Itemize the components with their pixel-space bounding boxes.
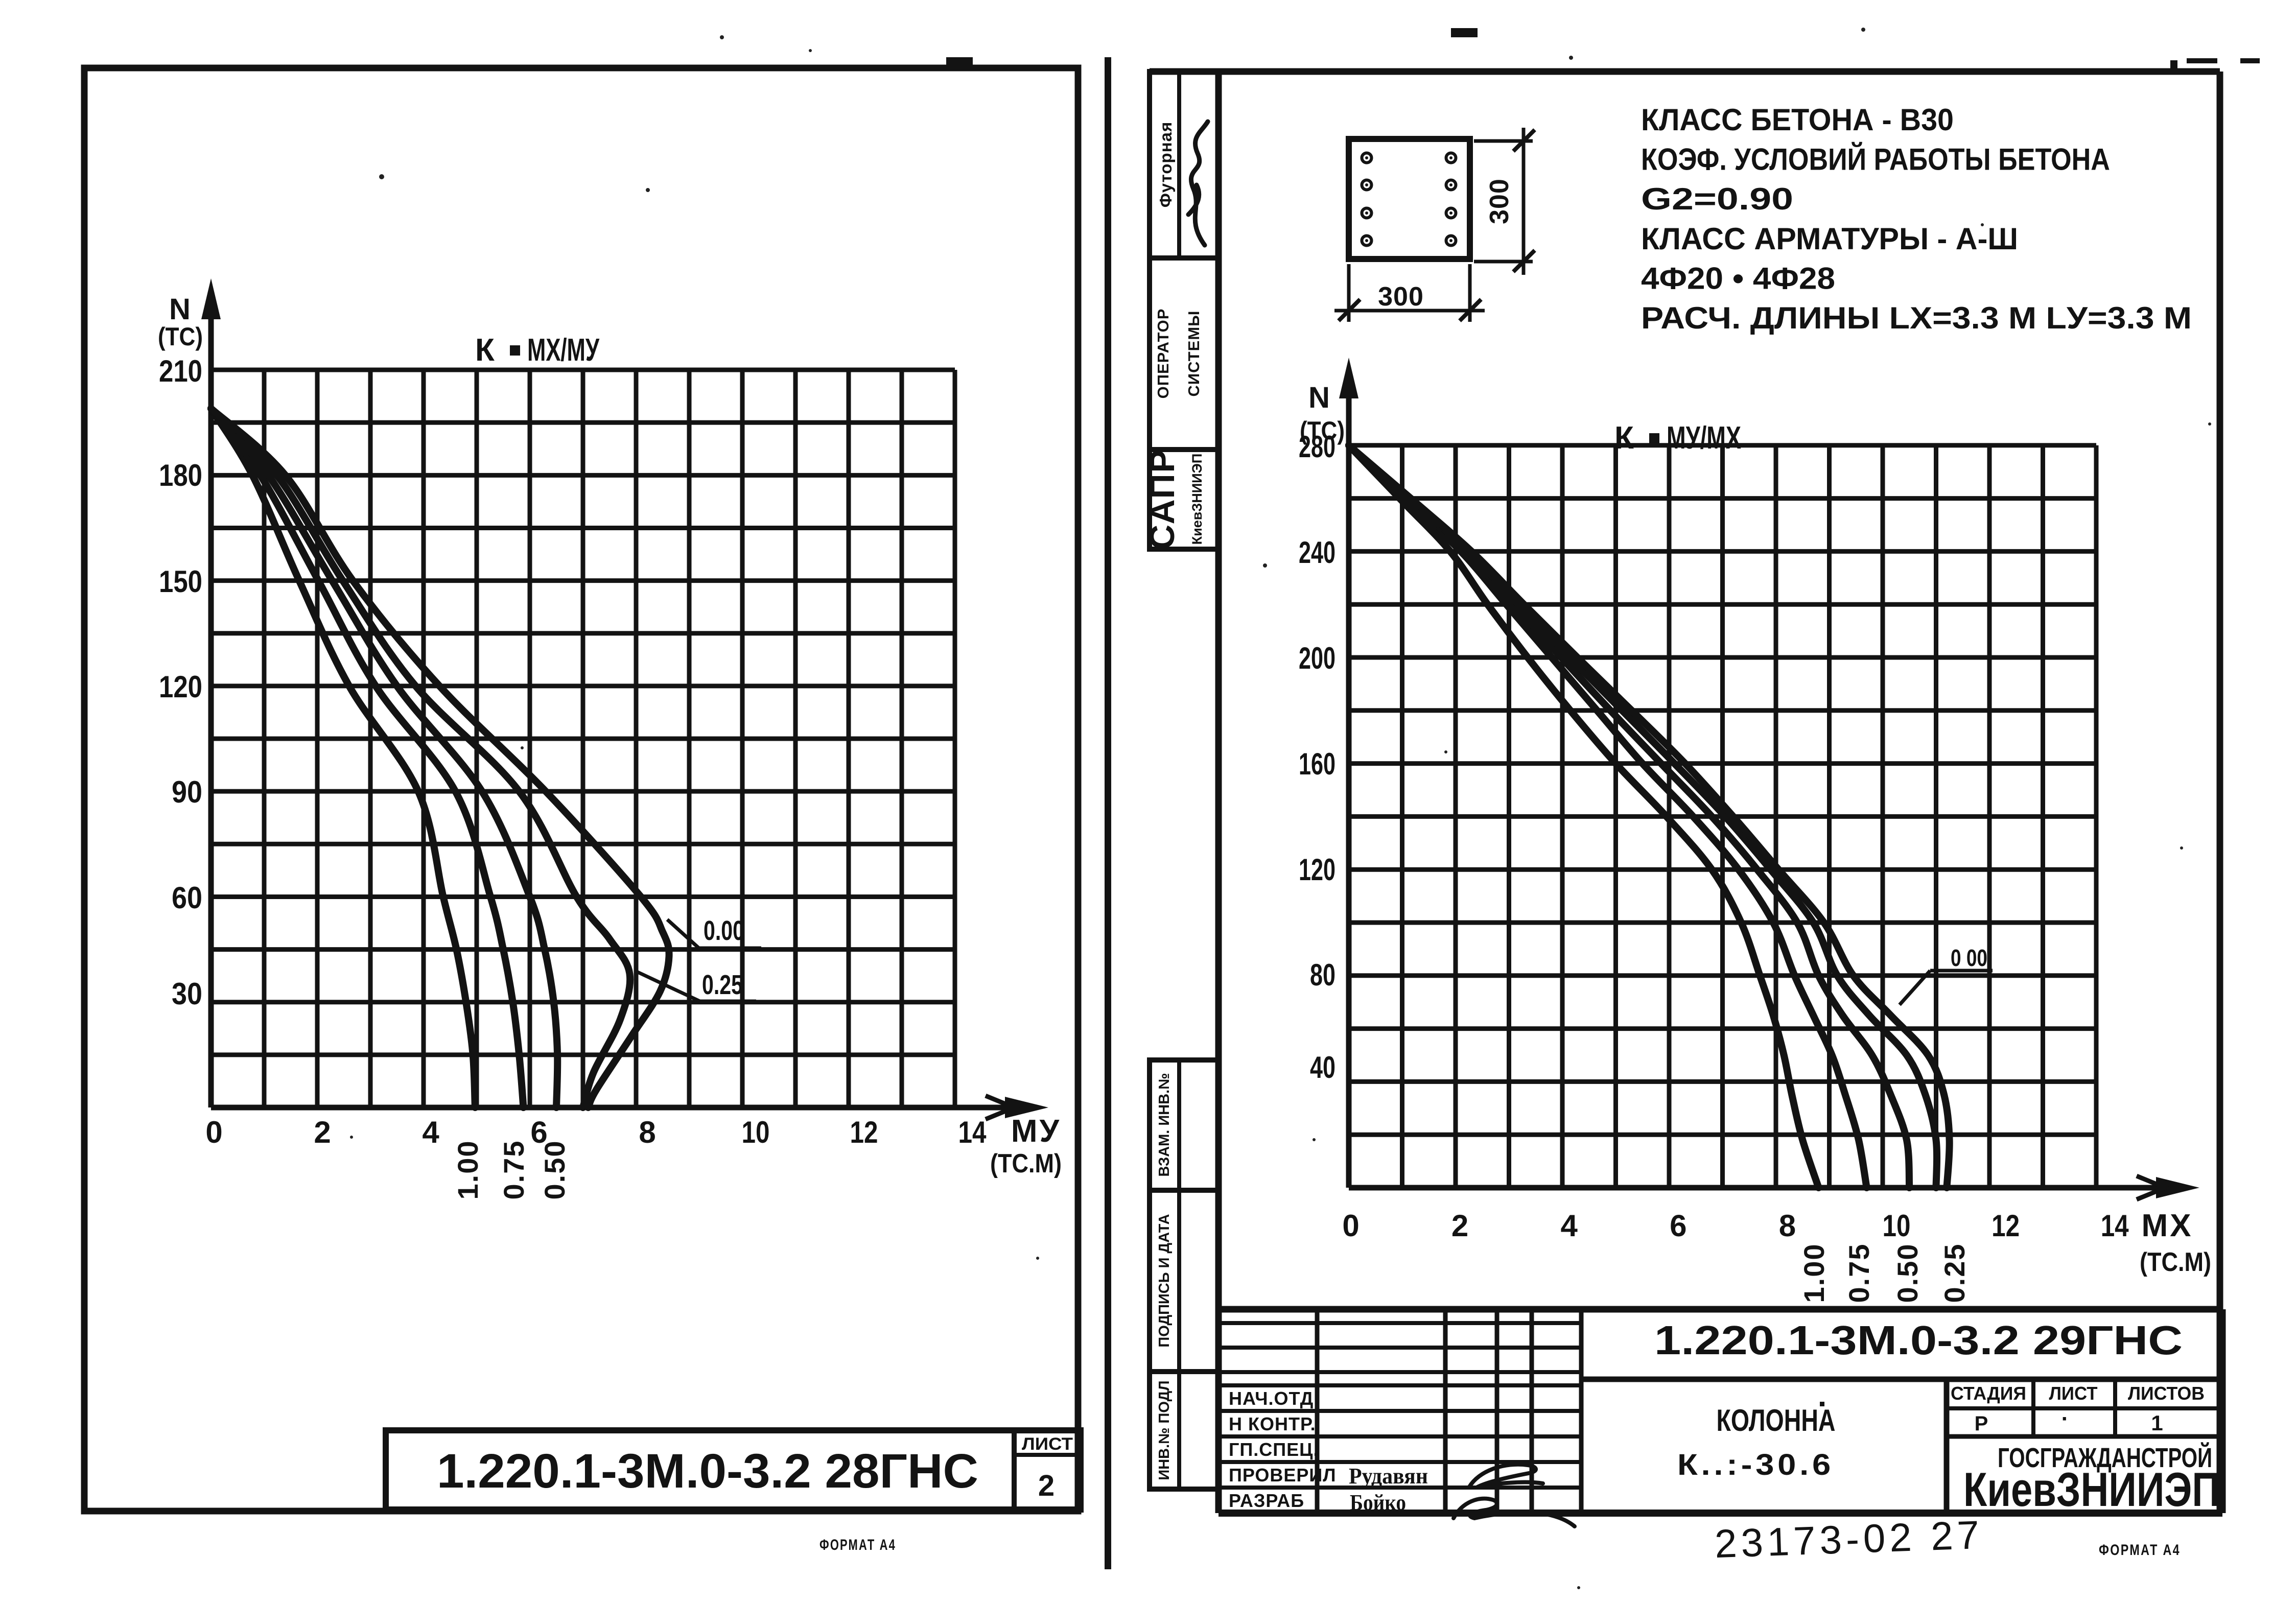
svg-text:280: 280 — [1299, 430, 1336, 464]
svg-text:90: 90 — [172, 775, 202, 809]
svg-text:30: 30 — [172, 977, 202, 1011]
svg-text:14: 14 — [2101, 1209, 2129, 1243]
svg-text:10: 10 — [1883, 1209, 1911, 1243]
svg-text:0 00: 0 00 — [1951, 945, 1987, 971]
svg-text:ГП.СПЕЦ.: ГП.СПЕЦ. — [1229, 1439, 1319, 1460]
svg-text:КЛАСС БЕТОНА - В30: КЛАСС БЕТОНА - В30 — [1641, 103, 1954, 137]
svg-text:РАЗРАБ: РАЗРАБ — [1229, 1490, 1304, 1511]
svg-text:N: N — [169, 293, 191, 326]
svg-text:ИНВ.№ ПОДЛ: ИНВ.№ ПОДЛ — [1156, 1380, 1173, 1480]
svg-text:300: 300 — [1485, 178, 1514, 224]
svg-text:КиевЗНИИЭП: КиевЗНИИЭП — [1963, 1463, 2220, 1516]
svg-text:8: 8 — [1779, 1209, 1796, 1243]
svg-text:К: К — [475, 333, 495, 368]
svg-text:1.00: 1.00 — [1798, 1243, 1830, 1303]
svg-text:2: 2 — [314, 1115, 331, 1149]
svg-text:120: 120 — [159, 670, 202, 704]
svg-text:10: 10 — [742, 1115, 770, 1149]
svg-text:6: 6 — [530, 1115, 547, 1149]
svg-text:12: 12 — [850, 1115, 878, 1149]
svg-text:Бойко: Бойко — [1350, 1490, 1406, 1515]
svg-text:ПОДПИСЬ И ДАТА: ПОДПИСЬ И ДАТА — [1156, 1214, 1173, 1347]
svg-text:(ТС.М): (ТС.М) — [2140, 1247, 2211, 1277]
svg-text:6: 6 — [1670, 1209, 1686, 1243]
svg-text:1.220.1-3М.0-3.2 28ГНС: 1.220.1-3М.0-3.2 28ГНС — [437, 1444, 978, 1498]
svg-text:14: 14 — [958, 1115, 987, 1149]
svg-text:180: 180 — [159, 458, 202, 492]
svg-text:200: 200 — [1299, 641, 1336, 675]
svg-text:Н КОНТР.: Н КОНТР. — [1229, 1413, 1316, 1434]
svg-text:(ТС.М): (ТС.М) — [990, 1149, 1062, 1178]
svg-text:Футорная: Футорная — [1156, 122, 1175, 208]
svg-text:КиевЗНИИЭП: КиевЗНИИЭП — [1189, 454, 1205, 545]
svg-text:СТАДИЯ: СТАДИЯ — [1951, 1383, 2026, 1404]
svg-text:300: 300 — [1378, 282, 1424, 312]
svg-text:ЛИСТОВ: ЛИСТОВ — [2128, 1383, 2205, 1404]
svg-text:1.00: 1.00 — [452, 1140, 484, 1200]
svg-text:G2=0.90: G2=0.90 — [1641, 182, 1793, 216]
svg-text:ВЗАМ. ИНВ.№: ВЗАМ. ИНВ.№ — [1156, 1073, 1173, 1176]
svg-text:Р: Р — [1975, 1412, 1988, 1435]
svg-text:4Ф20 • 4Ф28: 4Ф20 • 4Ф28 — [1641, 261, 1835, 295]
svg-text:2: 2 — [1038, 1469, 1055, 1502]
svg-text:0.75: 0.75 — [1843, 1243, 1875, 1303]
svg-text:РАСЧ. ДЛИНЫ LХ=3.3 М LУ=3.3: РАСЧ. ДЛИНЫ LХ=3.3 М LУ=3.3 М — [1641, 301, 2192, 335]
svg-text:80: 80 — [1310, 958, 1336, 992]
svg-text:60: 60 — [172, 881, 202, 915]
svg-text:ПРОВЕРИЛ: ПРОВЕРИЛ — [1229, 1465, 1337, 1486]
svg-text:4: 4 — [1561, 1209, 1578, 1243]
svg-text:Рудавян: Рудавян — [1349, 1464, 1428, 1489]
svg-text:0.50: 0.50 — [538, 1140, 571, 1200]
svg-text:ФОРМАТ А4: ФОРМАТ А4 — [2099, 1542, 2181, 1559]
svg-text:СИСТЕМЫ: СИСТЕМЫ — [1185, 310, 1203, 396]
svg-text:0: 0 — [1342, 1209, 1359, 1243]
svg-text:К: К — [1614, 420, 1634, 456]
svg-text:0.75: 0.75 — [498, 1140, 530, 1200]
svg-text:40: 40 — [1310, 1050, 1336, 1085]
svg-text:1.220.1-3М.0-3.2 29ГНС: 1.220.1-3М.0-3.2 29ГНС — [1654, 1317, 2183, 1363]
svg-text:0.25: 0.25 — [1938, 1243, 1971, 1303]
svg-text:8: 8 — [639, 1115, 655, 1149]
svg-text:(ТС): (ТС) — [1300, 416, 1345, 445]
svg-text:ЛИСТ: ЛИСТ — [1022, 1434, 1073, 1454]
svg-text:ЛИСТ: ЛИСТ — [2049, 1383, 2098, 1404]
svg-text:0: 0 — [205, 1115, 222, 1149]
svg-text:0.50: 0.50 — [1891, 1243, 1924, 1303]
svg-text:НАЧ.ОТД.: НАЧ.ОТД. — [1229, 1388, 1319, 1409]
svg-text:N: N — [1308, 381, 1330, 414]
svg-text:210: 210 — [159, 354, 202, 388]
svg-text:КЛАСС АРМАТУРЫ - А-Ш: КЛАСС АРМАТУРЫ - А-Ш — [1641, 222, 2018, 256]
svg-text:23173-02 27: 23173-02 27 — [1714, 1512, 1984, 1566]
svg-text:0.00: 0.00 — [704, 915, 744, 946]
svg-text:КОЭФ. УСЛОВИЙ РАБОТЫ БЕТОНА: КОЭФ. УСЛОВИЙ РАБОТЫ БЕТОНА — [1641, 143, 2110, 177]
svg-text:МХ/МУ: МХ/МУ — [527, 333, 600, 368]
svg-text:САПР: САПР — [1143, 449, 1182, 550]
svg-text:МХ: МХ — [2142, 1208, 2193, 1243]
svg-text:150: 150 — [159, 564, 202, 599]
svg-text:240: 240 — [1299, 535, 1336, 570]
svg-text:120: 120 — [1299, 853, 1336, 887]
svg-text:К..:-30.6: К..:-30.6 — [1677, 1448, 1834, 1481]
svg-text:2: 2 — [1451, 1209, 1468, 1243]
svg-text:(ТС): (ТС) — [158, 322, 203, 351]
svg-text:ГОСГРАЖДАНСТРОЙ: ГОСГРАЖДАНСТРОЙ — [1998, 1442, 2212, 1473]
svg-text:0.25: 0.25 — [702, 970, 743, 1000]
svg-text:ОПЕРАТОР: ОПЕРАТОР — [1154, 309, 1172, 399]
svg-text:12: 12 — [1992, 1209, 2020, 1243]
svg-text:4: 4 — [422, 1115, 439, 1149]
svg-text:1: 1 — [2151, 1411, 2163, 1435]
svg-text:·: · — [2061, 1406, 2069, 1431]
svg-text:МУ/МХ: МУ/МХ — [1667, 420, 1741, 456]
svg-text:КОЛОННА: КОЛОННА — [1717, 1403, 1836, 1437]
svg-text:160: 160 — [1299, 747, 1336, 781]
svg-text:МУ: МУ — [1011, 1114, 1061, 1149]
svg-text:ФОРМАТ А4: ФОРМАТ А4 — [819, 1537, 896, 1553]
